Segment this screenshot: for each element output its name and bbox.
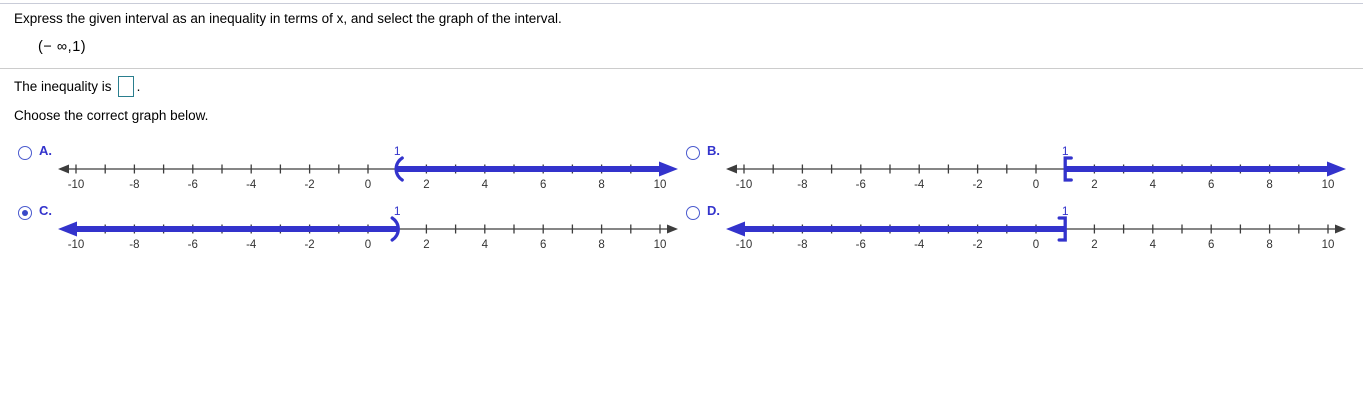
svg-text:8: 8 [1266,239,1272,251]
svg-text:6: 6 [1208,179,1214,191]
svg-text:-8: -8 [129,239,139,251]
svg-text:-4: -4 [246,179,257,191]
svg-text:-8: -8 [129,179,139,191]
svg-text:-2: -2 [304,179,314,191]
svg-text:1: 1 [394,144,401,158]
radio-option-b[interactable] [686,146,700,160]
svg-text:6: 6 [540,179,546,191]
svg-text:4: 4 [1150,239,1157,251]
inequality-prefix-text: The inequality is [14,79,112,94]
radio-option-c[interactable] [18,206,32,220]
svg-text:10: 10 [654,179,667,191]
option-b: B. -10 -8 -6 -4 -2 0 2 4 6 8 10 1 [684,142,1352,200]
option-c-label: C. [39,203,52,218]
svg-text:-10: -10 [736,179,753,191]
radio-option-d[interactable] [686,206,700,220]
svg-text:-6: -6 [856,179,866,191]
svg-text:-2: -2 [972,179,982,191]
svg-text:10: 10 [654,239,667,251]
numberline-graph-a: -10 -8 -6 -4 -2 0 2 4 6 8 10 1 [58,144,678,191]
option-a-label: A. [39,143,52,158]
svg-text:2: 2 [423,239,429,251]
numberline-graph-d: -10 -8 -6 -4 -2 0 2 4 6 8 10 1 [726,204,1346,251]
inequality-sentence: The inequality is . [14,76,140,97]
svg-text:2: 2 [423,179,429,191]
svg-text:1: 1 [1062,144,1069,158]
inequality-answer-box[interactable] [117,76,134,97]
svg-text:-4: -4 [914,179,925,191]
option-c: C. -10 -8 -6 -4 -2 0 2 4 6 8 10 1 [16,202,684,260]
interval-expression: (− ∞,1) [38,39,87,55]
svg-text:0: 0 [1033,179,1039,191]
svg-text:8: 8 [598,239,604,251]
svg-text:-6: -6 [188,179,198,191]
svg-text:-10: -10 [68,239,85,251]
svg-text:8: 8 [1266,179,1272,191]
svg-text:0: 0 [365,179,371,191]
svg-text:0: 0 [1033,239,1039,251]
svg-text:-6: -6 [856,239,866,251]
svg-text:1: 1 [394,204,401,218]
svg-text:10: 10 [1322,239,1335,251]
svg-text:1: 1 [1062,204,1069,218]
option-b-label: B. [707,143,720,158]
svg-text:-2: -2 [304,239,314,251]
numberline-graph-b: -10 -8 -6 -4 -2 0 2 4 6 8 10 1 [726,144,1346,191]
svg-text:-10: -10 [736,239,753,251]
section-divider [0,68,1363,69]
svg-text:-4: -4 [246,239,257,251]
svg-text:4: 4 [482,239,489,251]
question-text: Express the given interval as an inequal… [14,11,562,26]
radio-option-a[interactable] [18,146,32,160]
svg-text:-2: -2 [972,239,982,251]
option-d: D. -10 -8 -6 -4 -2 0 2 4 6 8 10 1 [684,202,1352,260]
top-divider [0,3,1363,4]
svg-text:10: 10 [1322,179,1335,191]
svg-text:6: 6 [540,239,546,251]
svg-text:6: 6 [1208,239,1214,251]
svg-text:-4: -4 [914,239,925,251]
svg-text:4: 4 [1150,179,1157,191]
option-a: A. -10 -8 -6 -4 -2 0 2 4 6 8 10 1 [16,142,684,200]
svg-text:-10: -10 [68,179,85,191]
svg-text:-8: -8 [797,239,807,251]
svg-text:2: 2 [1091,179,1097,191]
svg-text:4: 4 [482,179,489,191]
svg-text:0: 0 [365,239,371,251]
inequality-suffix-text: . [136,79,141,94]
svg-text:-6: -6 [188,239,198,251]
option-d-label: D. [707,203,720,218]
numberline-graph-c: -10 -8 -6 -4 -2 0 2 4 6 8 10 1 [58,204,678,251]
svg-text:-8: -8 [797,179,807,191]
choose-graph-prompt: Choose the correct graph below. [14,108,209,123]
svg-text:2: 2 [1091,239,1097,251]
svg-text:8: 8 [598,179,604,191]
